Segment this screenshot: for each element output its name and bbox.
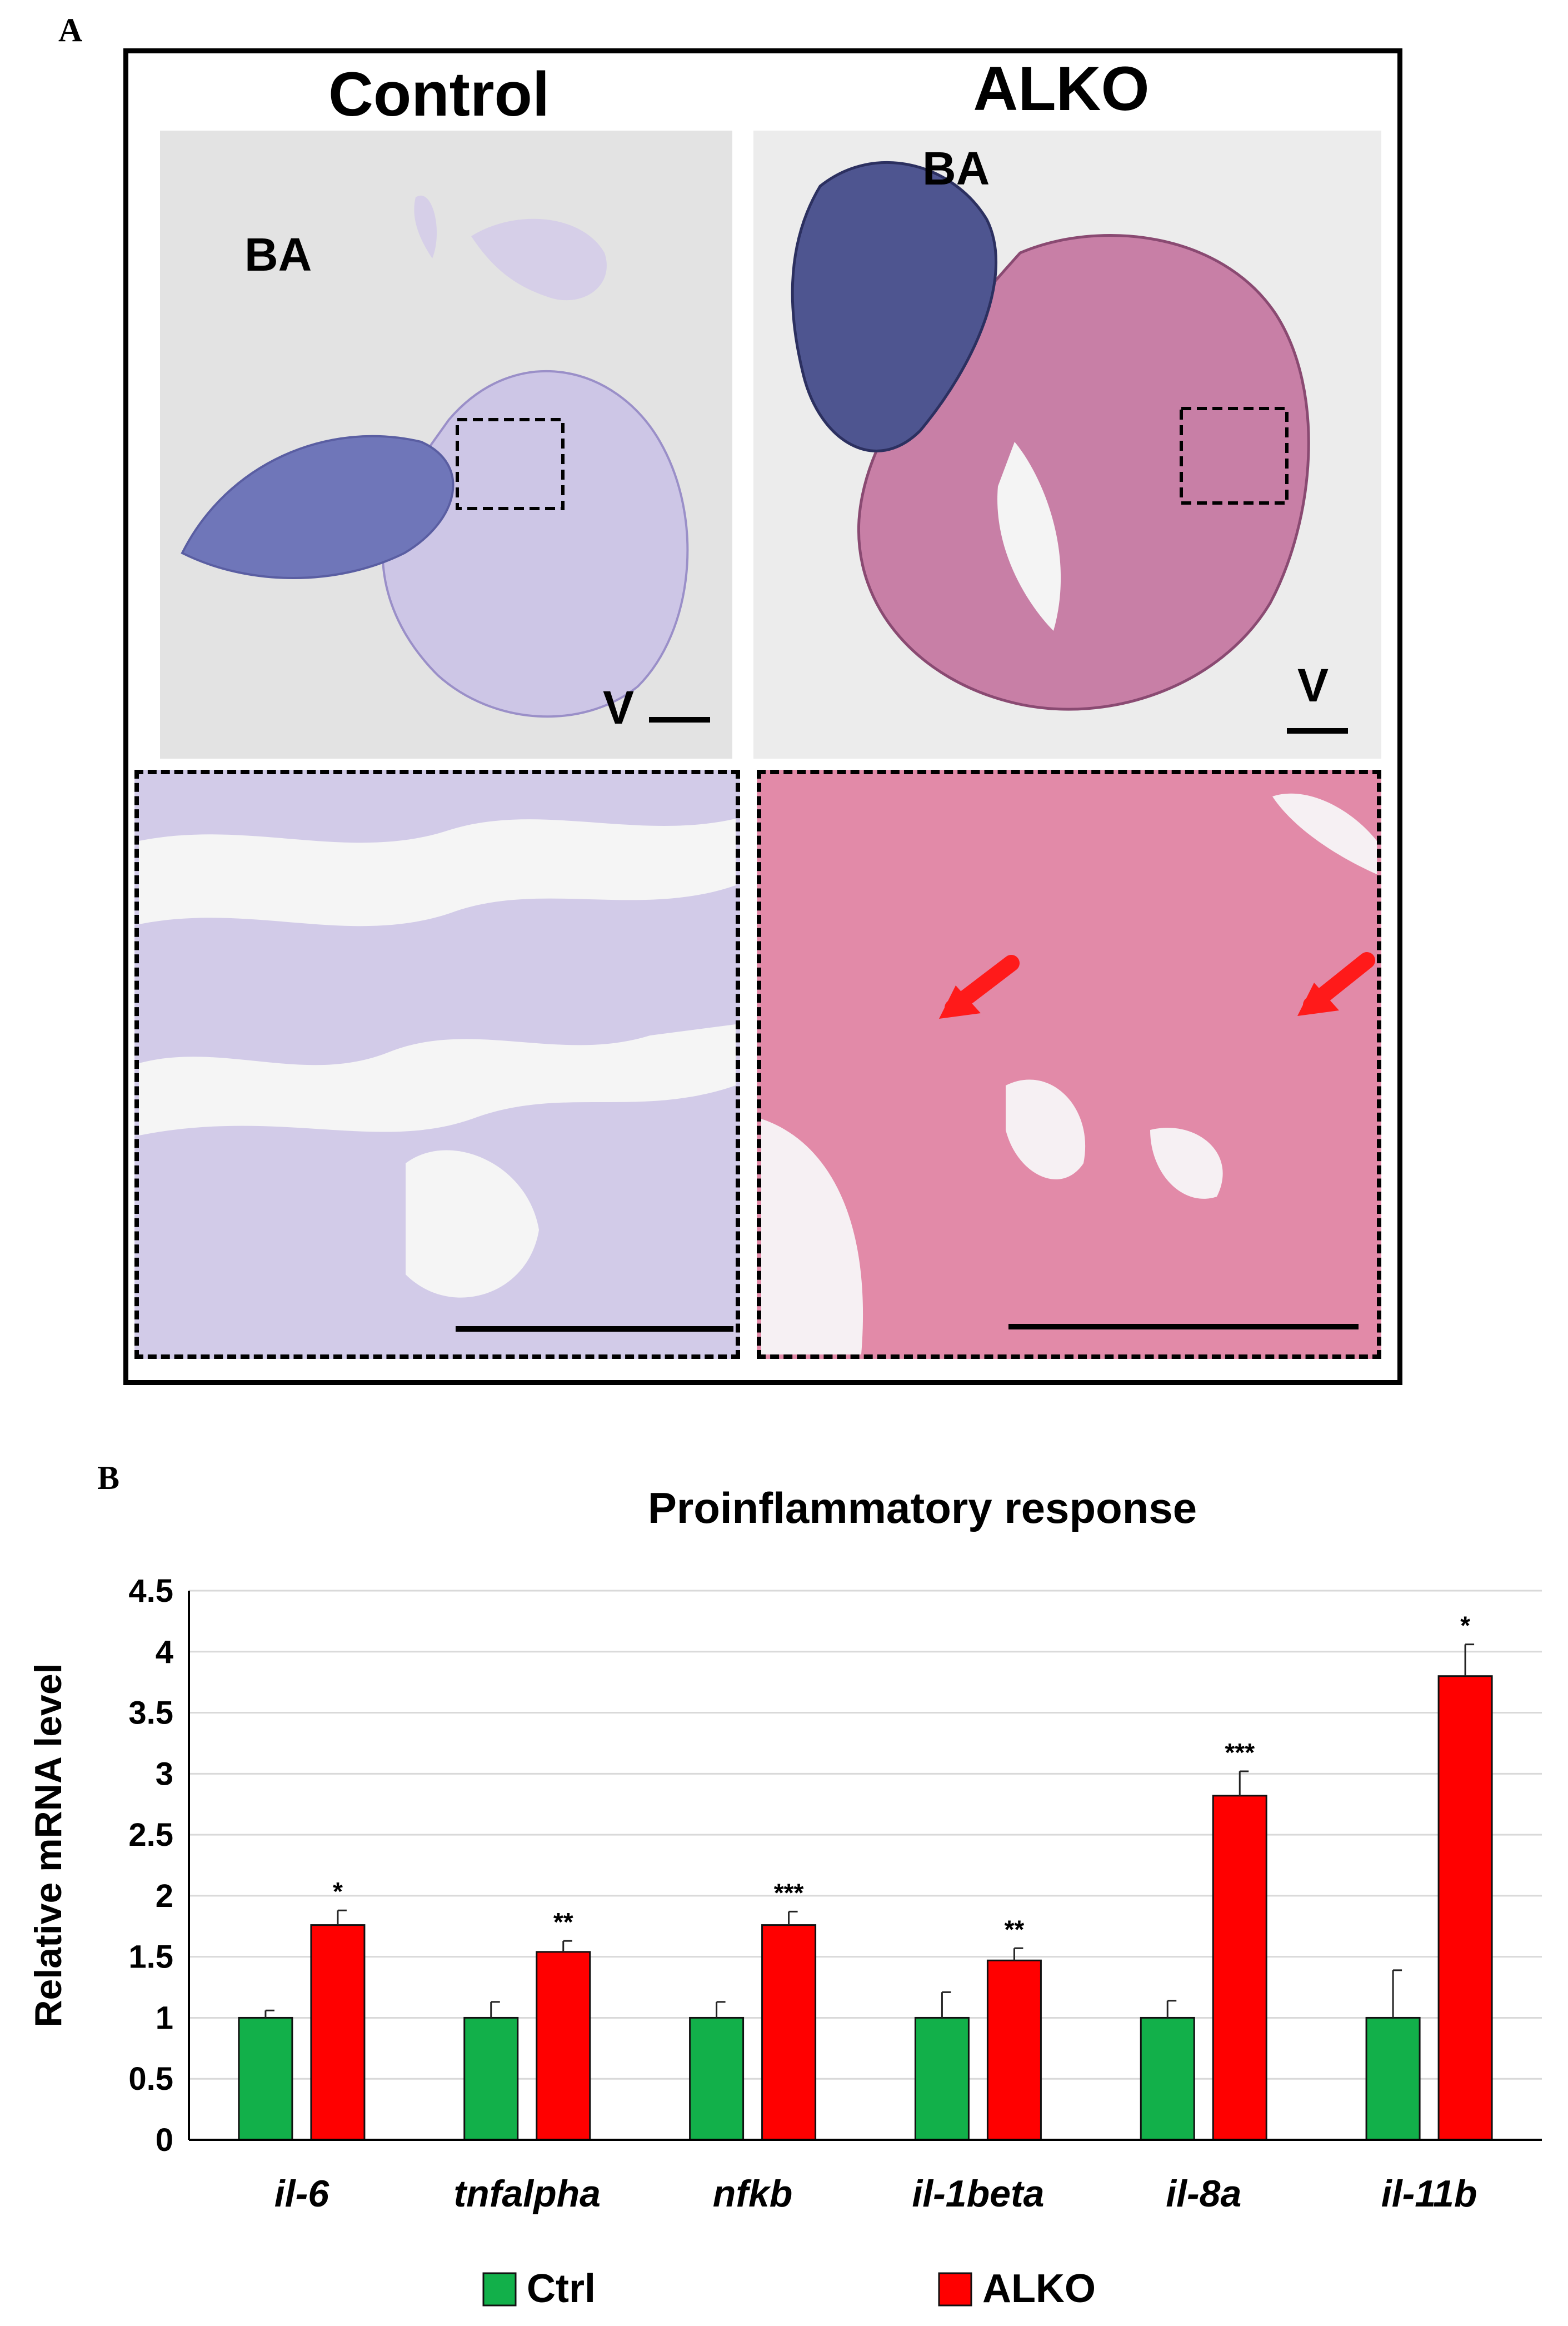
x-tick-label: il-11b — [1381, 2173, 1477, 2215]
panel-a-frame — [123, 48, 1402, 1385]
y-axis-label: Relative mRNA level — [27, 1663, 69, 2027]
bar-chart: Proinflammatory response Relative mRNA l… — [27, 1483, 1542, 2311]
y-tick-label: 4.5 — [128, 1573, 173, 1609]
bar-alko-il-8a — [1212, 1795, 1267, 2141]
control-ba-label: BA — [244, 228, 312, 281]
x-tick-label: il-8a — [1166, 2173, 1241, 2215]
alko-zoom-panel — [757, 770, 1381, 1359]
panel-b-letter: B — [97, 1460, 120, 1496]
control-title: Control — [328, 59, 550, 129]
legend-label-alko: ALKO — [982, 2267, 1096, 2311]
alko-ba-label: BA — [922, 142, 990, 195]
legend-swatch-ctrl — [482, 2272, 517, 2307]
control-zoom-panel — [134, 770, 740, 1359]
bar-alko-il-6 — [310, 1924, 366, 2141]
y-tick-label: 2.5 — [128, 1817, 173, 1853]
y-tick-label: 2 — [156, 1878, 173, 1914]
x-tick-label: nfkb — [713, 2173, 793, 2215]
y-tick-label: 0 — [156, 2122, 173, 2158]
x-tick-label: tnfalpha — [454, 2173, 601, 2215]
significance-marker: ** — [553, 1907, 573, 1936]
panel-a-letter: A — [58, 12, 83, 48]
significance-marker: *** — [1225, 1738, 1255, 1767]
bar-ctrl-il-11b — [1365, 2016, 1421, 2141]
significance-marker: * — [1460, 1611, 1470, 1640]
y-tick-label: 3.5 — [128, 1695, 173, 1731]
bar-alko-nfkb — [761, 1924, 817, 2141]
chart-title: Proinflammatory response — [648, 1483, 1197, 1532]
bar-ctrl-il-8a — [1140, 2016, 1195, 2141]
significance-marker: * — [333, 1877, 343, 1906]
x-tick-label: il-1beta — [912, 2173, 1044, 2215]
bar-ctrl-il-6 — [238, 2016, 293, 2141]
control-heart-overview — [160, 131, 732, 759]
y-tick-label: 1 — [156, 2000, 173, 2036]
y-tick-label: 1.5 — [128, 1939, 173, 1975]
bar-ctrl-tnfalpha — [463, 2016, 519, 2141]
bar-alko-il-11b — [1437, 1675, 1493, 2141]
y-tick-label: 4 — [156, 1634, 173, 1670]
alko-v-label: V — [1297, 659, 1329, 711]
alko-heart-overview — [753, 131, 1381, 759]
y-tick-label: 3 — [156, 1756, 173, 1792]
bar-ctrl-il-1beta — [914, 2016, 970, 2141]
bar-alko-tnfalpha — [536, 1951, 591, 2141]
control-v-label: V — [603, 681, 635, 734]
y-tick-label: 0.5 — [128, 2061, 173, 2097]
significance-marker: ** — [1005, 1915, 1025, 1944]
legend-swatch-alko — [938, 2272, 972, 2307]
alko-title: ALKO — [973, 54, 1150, 123]
x-tick-label: il-6 — [274, 2173, 329, 2215]
legend-label-ctrl: Ctrl — [527, 2267, 596, 2311]
bar-ctrl-nfkb — [689, 2016, 745, 2141]
significance-marker: *** — [774, 1878, 804, 1907]
bar-alko-il-1beta — [986, 1959, 1042, 2141]
